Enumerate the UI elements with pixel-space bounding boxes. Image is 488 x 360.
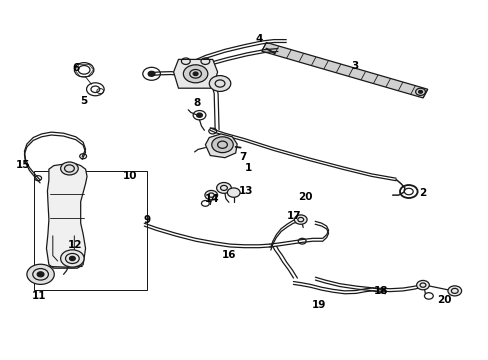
Text: 18: 18 (373, 285, 388, 296)
Circle shape (183, 65, 207, 83)
Circle shape (447, 286, 461, 296)
Circle shape (193, 72, 198, 76)
Circle shape (27, 264, 54, 284)
Text: 12: 12 (67, 240, 82, 250)
Circle shape (216, 183, 231, 193)
Circle shape (37, 272, 44, 277)
Text: 3: 3 (350, 60, 358, 71)
Text: 1: 1 (244, 163, 251, 173)
Text: 14: 14 (204, 194, 219, 204)
Text: 17: 17 (286, 211, 301, 221)
Text: 19: 19 (311, 300, 325, 310)
Text: 10: 10 (123, 171, 138, 181)
Circle shape (227, 188, 240, 197)
Circle shape (204, 190, 217, 200)
Polygon shape (173, 59, 217, 88)
Bar (34, 171, 146, 290)
Circle shape (69, 256, 75, 261)
Text: 20: 20 (436, 294, 450, 305)
Text: 2: 2 (419, 188, 426, 198)
Circle shape (416, 280, 428, 290)
Circle shape (61, 162, 78, 175)
Circle shape (418, 90, 422, 93)
Text: 4: 4 (255, 33, 262, 44)
Circle shape (196, 113, 202, 117)
Polygon shape (205, 134, 237, 158)
Circle shape (209, 76, 230, 91)
Text: 8: 8 (193, 98, 200, 108)
Text: 5: 5 (81, 96, 88, 106)
Text: 6: 6 (72, 63, 80, 73)
Text: 11: 11 (32, 291, 46, 301)
Text: 20: 20 (297, 192, 312, 202)
Text: 7: 7 (239, 152, 246, 162)
Polygon shape (46, 164, 87, 268)
Text: 15: 15 (16, 159, 31, 170)
Circle shape (211, 137, 233, 153)
Circle shape (148, 71, 155, 76)
Polygon shape (261, 42, 427, 98)
Circle shape (61, 250, 84, 267)
Text: 13: 13 (238, 186, 253, 196)
Circle shape (294, 215, 306, 224)
Text: 16: 16 (221, 249, 236, 260)
Text: 9: 9 (143, 215, 150, 225)
